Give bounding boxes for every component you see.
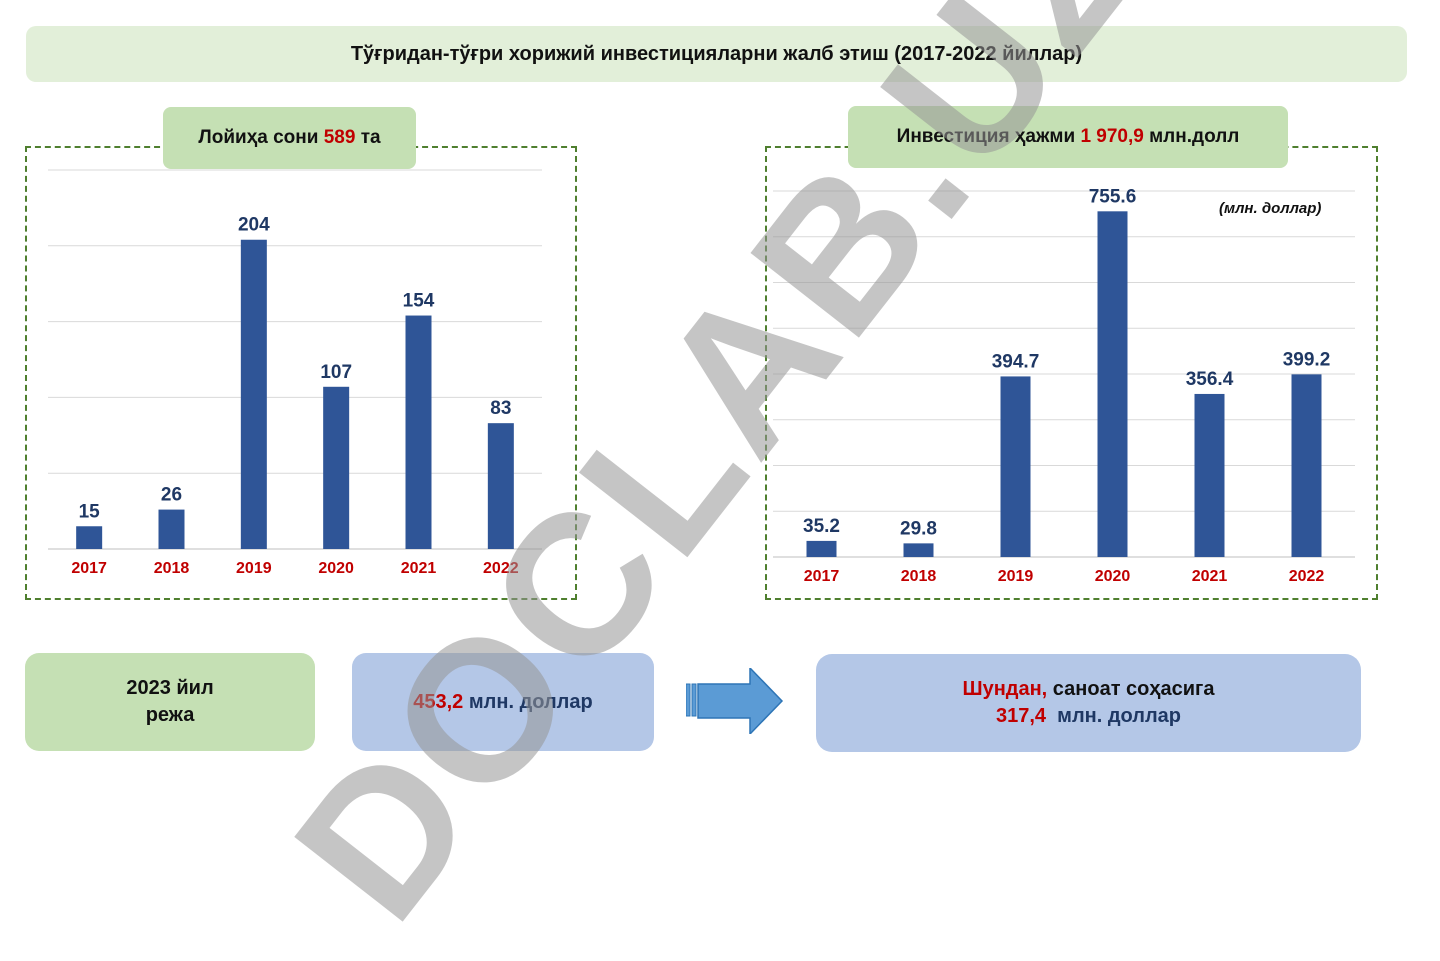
investment-value-label: 394.7 xyxy=(992,351,1040,372)
investment-value-label: 35.2 xyxy=(803,516,840,537)
projects-label-suffix: та xyxy=(355,127,381,148)
investment-tick-label: 2020 xyxy=(1095,568,1131,585)
projects-tick-label: 2019 xyxy=(236,560,272,577)
plan-2023-box: 2023 йил режа xyxy=(25,653,315,751)
projects-bar xyxy=(76,526,103,549)
investment-bar xyxy=(903,543,934,557)
projects-count-value: 589 xyxy=(323,127,356,148)
investment-bar xyxy=(1097,211,1128,558)
projects-value-label: 154 xyxy=(403,291,435,312)
industry-unit: млн. доллар xyxy=(1046,705,1182,727)
investment-bar xyxy=(806,540,837,557)
investment-label-suffix: млн.долл xyxy=(1143,126,1240,147)
plan-amount-value: 453,2 xyxy=(413,690,464,713)
investment-volume-label: Инвестиция ҳажми 1 970,9 млн.долл xyxy=(848,106,1288,168)
projects-tick-label: 2021 xyxy=(401,560,437,577)
right-arrow-icon xyxy=(686,668,784,734)
investment-tick-label: 2017 xyxy=(804,568,840,585)
projects-bar xyxy=(323,386,350,549)
investment-tick-label: 2018 xyxy=(901,568,937,585)
plan-amount-box: 453,2 млн. доллар xyxy=(352,653,654,751)
investment-tick-label: 2019 xyxy=(998,568,1034,585)
projects-tick-label: 2022 xyxy=(483,560,519,577)
industry-value: 317,4 xyxy=(995,705,1047,727)
industry-line-1: Шундан, саноат соҳасига xyxy=(962,676,1214,703)
investment-bar xyxy=(1291,374,1322,557)
investment-volume-value: 1 970,9 xyxy=(1080,126,1144,147)
plan-word: режа xyxy=(145,704,195,726)
projects-tick-label: 2017 xyxy=(71,560,107,577)
investment-value-label: 399.2 xyxy=(1283,349,1331,370)
projects-value-label: 26 xyxy=(161,485,182,506)
investment-value-label: 755.6 xyxy=(1089,186,1137,207)
page-title: Тўғридан-тўғри хорижий инвестицияларни ж… xyxy=(26,26,1407,82)
investment-bar xyxy=(1000,376,1031,557)
industry-line-2: 317,4 млн. доллар xyxy=(996,703,1181,730)
projects-count-label: Лойиҳа сони 589 та xyxy=(163,107,416,169)
industry-prefix: Шундан, xyxy=(962,678,1048,700)
projects-bar xyxy=(405,315,432,549)
investment-tick-label: 2022 xyxy=(1289,568,1325,585)
plan-amount-unit: млн. доллар xyxy=(463,690,593,713)
units-label: (млн. доллар) xyxy=(1219,200,1322,217)
plan-year: 2023 йил xyxy=(126,677,214,699)
projects-value-label: 107 xyxy=(320,362,352,383)
projects-bar xyxy=(240,239,267,549)
projects-tick-label: 2020 xyxy=(318,560,354,577)
projects-tick-label: 2018 xyxy=(154,560,190,577)
projects-value-label: 15 xyxy=(79,501,101,522)
investment-value-label: 29.8 xyxy=(900,518,937,539)
investment-bar-chart: 35.2 2017 29.8 2018 394.7 2019 755.6 2020 356.4 2… xyxy=(773,186,1355,585)
projects-label-prefix: Лойиҳа сони xyxy=(198,127,324,148)
projects-bar xyxy=(158,509,185,549)
investment-bar xyxy=(1194,393,1225,557)
projects-bar xyxy=(487,423,514,549)
industry-suffix: саноат соҳасига xyxy=(1047,678,1215,700)
investment-tick-label: 2021 xyxy=(1192,568,1228,585)
investment-label-prefix: Инвестиция ҳажми xyxy=(896,126,1081,147)
projects-value-label: 204 xyxy=(238,215,270,236)
investment-value-label: 356.4 xyxy=(1186,369,1234,390)
projects-bar-chart: 15 2017 26 2018 204 2019 107 2020 154 2021 83 2022 xyxy=(48,169,542,577)
industry-share-box: Шундан, саноат соҳасига 317,4 млн. долла… xyxy=(816,654,1361,752)
projects-value-label: 83 xyxy=(490,398,511,419)
